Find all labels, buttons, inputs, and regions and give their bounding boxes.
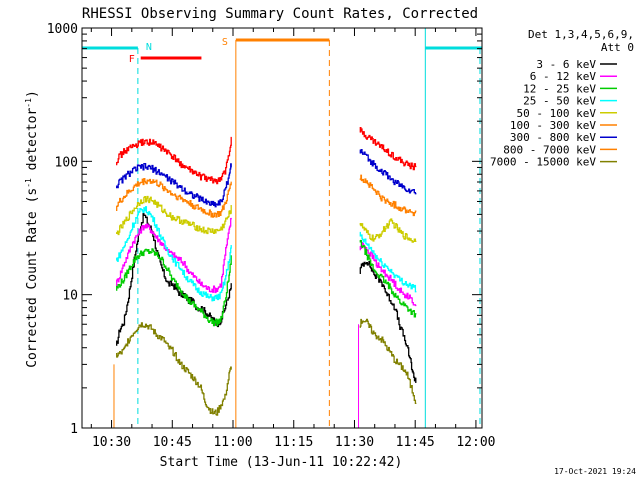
x-tick-label: 11:30 [335,435,374,450]
series-line-7000-15000-kev-seg1 [116,322,232,416]
y-axis-label: Corrected Count Rate (s-1 detector-1) [24,90,40,368]
series-line-7000-15000-kev-seg2 [359,318,417,405]
legend-title-1: Det 1,3,4,5,6,9, [528,28,634,41]
chart-title: RHESSI Observing Summary Count Rates, Co… [82,6,478,22]
series-line-12-25-kev-seg2 [359,239,417,318]
series-line-300-800-kev-seg1 [116,162,232,208]
legend-label: 50 - 100 keV [517,107,597,120]
plot-area: N S F [82,28,482,428]
series-line-6-12-kev-seg2 [359,241,417,307]
legend-label: 3 - 6 keV [536,58,596,71]
legend-label: 800 - 7000 keV [503,143,596,156]
x-tick-label: 12:00 [456,435,495,450]
legend-label: 12 - 25 keV [523,82,596,95]
series-line-6-12-kev-seg1 [116,217,232,294]
flare-label: F [129,54,135,65]
y-tick-label: 1000 [47,22,78,37]
y-tick-label: 1 [70,422,78,437]
series-line-top-red-seg2 [359,127,417,171]
plot-frame [81,27,483,429]
x-tick-label: 11:15 [274,435,313,450]
y-tick-label: 100 [55,155,78,170]
legend-label: 300 - 800 keV [510,131,596,144]
footer-timestamp: 17-Oct-2021 19:24 [554,467,636,476]
series-line-25-50-kev-seg1 [116,206,232,302]
series-line-12-25-kev-seg1 [116,248,232,327]
series-line-50-100-kev-seg2 [359,218,417,243]
series-line-3-6-kev-seg2 [359,261,417,383]
legend-title-2: Att 0 [601,41,634,54]
axes: 10:30 10:45 11:00 11:15 11:30 11:45 12:00 1 10 10… [47,22,496,450]
legend-label: 7000 - 15000 keV [490,156,596,169]
x-tick-label: 10:30 [92,435,131,450]
night-label: N [146,42,152,53]
series-line-300-800-kev-seg2 [359,148,417,195]
series-line-25-50-kev-seg2 [359,231,417,293]
y-tick-label: 10 [62,289,78,304]
series-line-50-100-kev-seg1 [116,195,232,236]
x-tick-label: 10:45 [153,435,192,450]
x-tick-label: 11:45 [396,435,435,450]
legend-label: 25 - 50 keV [523,95,596,108]
legend-label: 6 - 12 keV [530,70,597,83]
series-line-top-red-seg1 [116,136,232,185]
x-tick-label: 11:00 [213,435,252,450]
series-line-100-300-kev-seg2 [359,174,417,217]
series-line-100-300-kev-seg1 [116,178,232,218]
saa-label: S [222,37,228,48]
x-axis-label: Start Time (13-Jun-11 10:22:42) [160,455,403,470]
legend-label: 100 - 300 keV [510,119,596,132]
